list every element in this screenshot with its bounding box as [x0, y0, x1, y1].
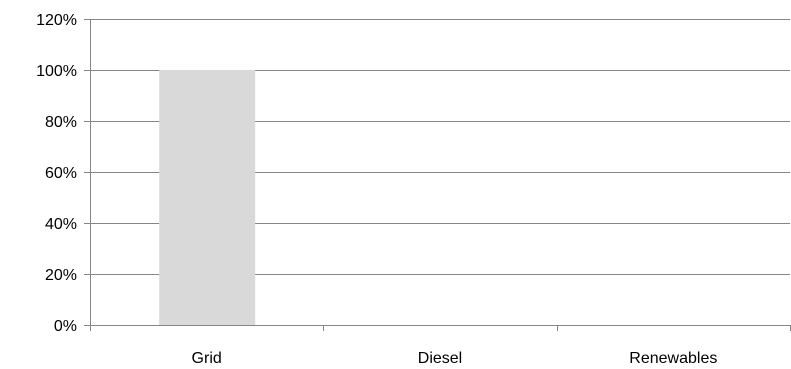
y-tick-label: 120% [36, 12, 77, 29]
axes [84, 19, 791, 331]
y-tick-label: 0% [54, 318, 77, 335]
y-tick-label: 60% [45, 165, 77, 182]
y-tick-label: 20% [45, 267, 77, 284]
y-tick-label: 40% [45, 216, 77, 233]
y-tick-labels: 0% 20% 40% 60% 80% 100% 120% [36, 12, 77, 335]
x-category-label: Diesel [418, 350, 462, 367]
bar-grid [159, 70, 256, 325]
bars [159, 70, 256, 325]
x-category-label: Renewables [629, 350, 717, 367]
y-tick-label: 100% [36, 63, 77, 80]
y-tick-label: 80% [45, 114, 77, 131]
x-category-labels: Grid Diesel Renewables [192, 350, 718, 367]
x-category-label: Grid [192, 350, 222, 367]
